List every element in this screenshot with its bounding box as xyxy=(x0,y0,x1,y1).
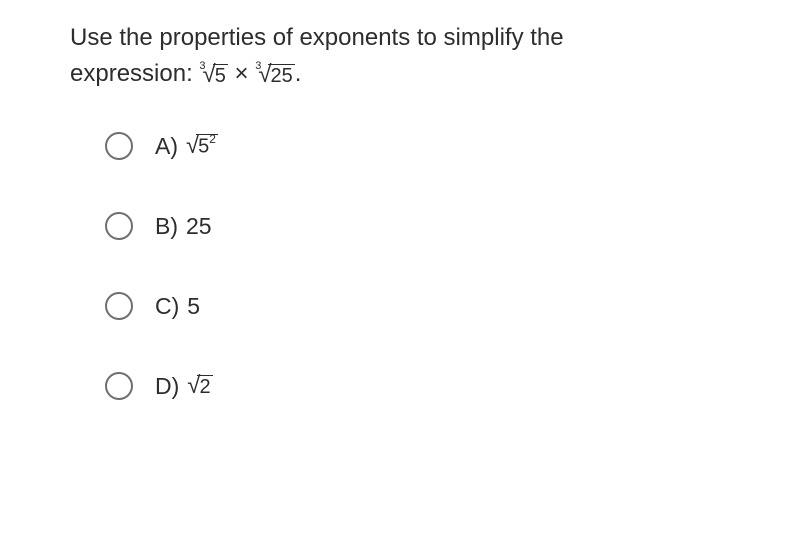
option-a-base: 5 xyxy=(198,136,209,158)
radio-d[interactable] xyxy=(105,372,133,400)
option-c-letter: C) xyxy=(155,293,179,320)
question-line1: Use the properties of exponents to simpl… xyxy=(70,24,564,51)
root-index-1: 3 xyxy=(199,58,205,75)
radio-a[interactable] xyxy=(105,132,133,160)
cube-root-2: 3√25 xyxy=(255,63,295,87)
root-index-2: 3 xyxy=(255,58,261,75)
option-a-exp: 2 xyxy=(209,132,216,146)
option-a-label: A) √52 xyxy=(155,133,218,160)
option-a[interactable]: A) √52 xyxy=(105,132,730,160)
question-text: Use the properties of exponents to simpl… xyxy=(70,20,730,92)
option-c[interactable]: C) 5 xyxy=(105,292,730,320)
question-line2-suffix: . xyxy=(295,60,302,87)
question-line2-prefix: expression: xyxy=(70,60,199,87)
option-b-letter: B) xyxy=(155,213,178,240)
options-list: A) √52 B) 25 C) 5 D) √2 xyxy=(70,132,730,400)
option-d-letter: D) xyxy=(155,373,179,400)
option-d[interactable]: D) √2 xyxy=(105,372,730,400)
option-b[interactable]: B) 25 xyxy=(105,212,730,240)
times-symbol: × xyxy=(228,60,255,87)
cube-root-1: 3√5 xyxy=(199,63,227,87)
option-d-label: D) √2 xyxy=(155,373,213,400)
option-c-value: 5 xyxy=(187,293,200,320)
option-b-value: 25 xyxy=(186,213,212,240)
option-d-radicand: 2 xyxy=(197,375,212,398)
question-expression: 3√5 × 3√25 xyxy=(199,60,294,87)
radio-c[interactable] xyxy=(105,292,133,320)
radicand-1: 5 xyxy=(213,64,228,87)
option-a-radicand: 52 xyxy=(196,134,218,158)
radio-b[interactable] xyxy=(105,212,133,240)
option-a-letter: A) xyxy=(155,133,178,160)
option-a-root: √52 xyxy=(186,134,218,158)
radicand-2: 25 xyxy=(268,64,294,87)
option-c-label: C) 5 xyxy=(155,293,200,320)
option-b-label: B) 25 xyxy=(155,213,212,240)
option-d-root: √2 xyxy=(187,374,212,398)
